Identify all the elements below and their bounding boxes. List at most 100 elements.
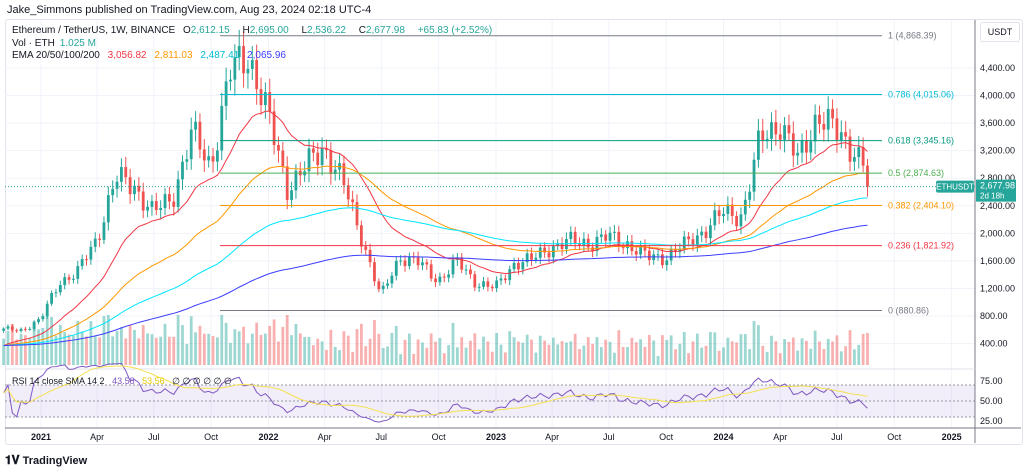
volume-bar bbox=[621, 346, 625, 365]
volume-bar bbox=[242, 326, 245, 365]
chart-container[interactable] bbox=[5, 19, 1023, 445]
volume-bar bbox=[28, 337, 32, 365]
volume-bar bbox=[866, 333, 869, 365]
volume-bar bbox=[429, 333, 433, 365]
currency-unit-button[interactable]: USDT bbox=[980, 22, 1020, 42]
volume-bar bbox=[791, 337, 795, 365]
candle-body bbox=[381, 285, 385, 290]
volume-bar bbox=[748, 349, 752, 365]
volume-bar bbox=[800, 338, 804, 365]
candle-body bbox=[774, 122, 778, 135]
volume-bar bbox=[255, 322, 259, 365]
candle-body bbox=[394, 260, 398, 276]
volume-bar bbox=[133, 329, 136, 365]
candle-body bbox=[250, 60, 254, 69]
volume-bar bbox=[290, 335, 293, 365]
volume-bar bbox=[111, 336, 115, 365]
volume-bar bbox=[325, 349, 328, 365]
candle-body bbox=[482, 281, 485, 287]
candle-body bbox=[573, 231, 577, 244]
volume-bar bbox=[560, 341, 564, 365]
volume-bar bbox=[85, 336, 88, 365]
volume-bar bbox=[399, 354, 403, 365]
candle-body bbox=[804, 140, 808, 153]
volume-bar bbox=[839, 351, 843, 365]
time-tick-label: 2024 bbox=[713, 432, 733, 442]
candle-body bbox=[556, 243, 560, 246]
volume-bar bbox=[377, 333, 381, 365]
volume-bar bbox=[80, 331, 84, 365]
candle-body bbox=[861, 147, 865, 166]
candle-body bbox=[185, 159, 189, 162]
volume-bar bbox=[473, 333, 477, 365]
volume-bar bbox=[517, 341, 520, 365]
volume-bar bbox=[2, 338, 6, 365]
volume-bar bbox=[687, 353, 690, 365]
rsi-legend[interactable]: RSI 14 close SMA 14 2 43.58 53.56 ∅ ∅ ∅ … bbox=[12, 376, 237, 387]
volume-legend[interactable]: Vol · ETH 1.025 M bbox=[12, 38, 101, 49]
candle-body bbox=[490, 286, 494, 289]
volume-bar bbox=[128, 324, 132, 365]
candle-body bbox=[717, 210, 721, 216]
volume-bar bbox=[37, 329, 40, 365]
rsi-empty-values: ∅ ∅ ∅ ∅ ∅ ∅ bbox=[172, 376, 232, 386]
volume-bar bbox=[796, 350, 800, 365]
candle-body bbox=[543, 247, 547, 253]
volume-bar bbox=[338, 350, 341, 365]
price-tick-label: 2,800.00 bbox=[980, 173, 1015, 183]
volume-bar bbox=[613, 352, 616, 365]
candle-body bbox=[290, 190, 293, 200]
volume-bar bbox=[770, 335, 773, 365]
candle-body bbox=[604, 234, 608, 241]
volume-bar bbox=[355, 329, 359, 365]
candle-body bbox=[796, 152, 800, 156]
last-price-label: 2,677.98 bbox=[980, 181, 1015, 191]
volume-bar bbox=[578, 349, 581, 365]
candle-body bbox=[761, 130, 765, 141]
candle-body bbox=[294, 170, 298, 191]
candle-body bbox=[285, 166, 289, 200]
volume-bar bbox=[412, 353, 416, 365]
volume-bar bbox=[512, 337, 516, 365]
symbol-title[interactable]: Ethereum / TetherUS, 1W, BINANCE bbox=[12, 25, 176, 36]
time-tick-label: Apr bbox=[545, 432, 559, 442]
volume-bar bbox=[215, 337, 219, 365]
ema50-value: 2,811.03 bbox=[154, 50, 193, 61]
volume-bar bbox=[752, 320, 756, 365]
volume-bar bbox=[120, 327, 123, 365]
price-tick-label: 400.00 bbox=[980, 339, 1008, 349]
candle-body bbox=[98, 238, 101, 240]
brand-name[interactable]: TradingView bbox=[22, 454, 88, 467]
volume-bar bbox=[189, 316, 193, 365]
candle-body bbox=[133, 185, 136, 195]
volume-bar bbox=[691, 341, 695, 365]
candle-body bbox=[176, 179, 180, 207]
candle-body bbox=[390, 275, 394, 284]
volume-value: 1.025 M bbox=[59, 38, 96, 49]
volume-bar bbox=[15, 339, 19, 365]
volume-bar bbox=[695, 333, 699, 365]
candle-body bbox=[137, 185, 141, 192]
candle-body bbox=[726, 204, 730, 214]
volume-bar bbox=[268, 325, 272, 365]
volume-bar bbox=[757, 325, 760, 365]
volume-bar bbox=[72, 335, 75, 365]
candle-body bbox=[37, 319, 40, 323]
ema-legend[interactable]: EMA 20/50/100/200 3,056.82 2,811.03 2,48… bbox=[12, 50, 291, 61]
volume-bar bbox=[346, 335, 350, 365]
fib-level-label: 0.5 (2,874.63) bbox=[888, 168, 944, 178]
candle-body bbox=[325, 148, 328, 151]
candle-body bbox=[709, 225, 712, 239]
candle-body bbox=[124, 167, 128, 178]
candle-body bbox=[691, 239, 695, 246]
time-tick-label: 2025 bbox=[942, 432, 962, 442]
candle-body bbox=[211, 156, 215, 162]
volume-bar bbox=[263, 333, 267, 365]
candle-body bbox=[76, 266, 80, 279]
candle-body bbox=[333, 169, 337, 174]
volume-bar bbox=[608, 341, 612, 365]
candle-body bbox=[647, 250, 651, 261]
volume-bar bbox=[826, 338, 830, 365]
candle-body bbox=[115, 181, 119, 189]
